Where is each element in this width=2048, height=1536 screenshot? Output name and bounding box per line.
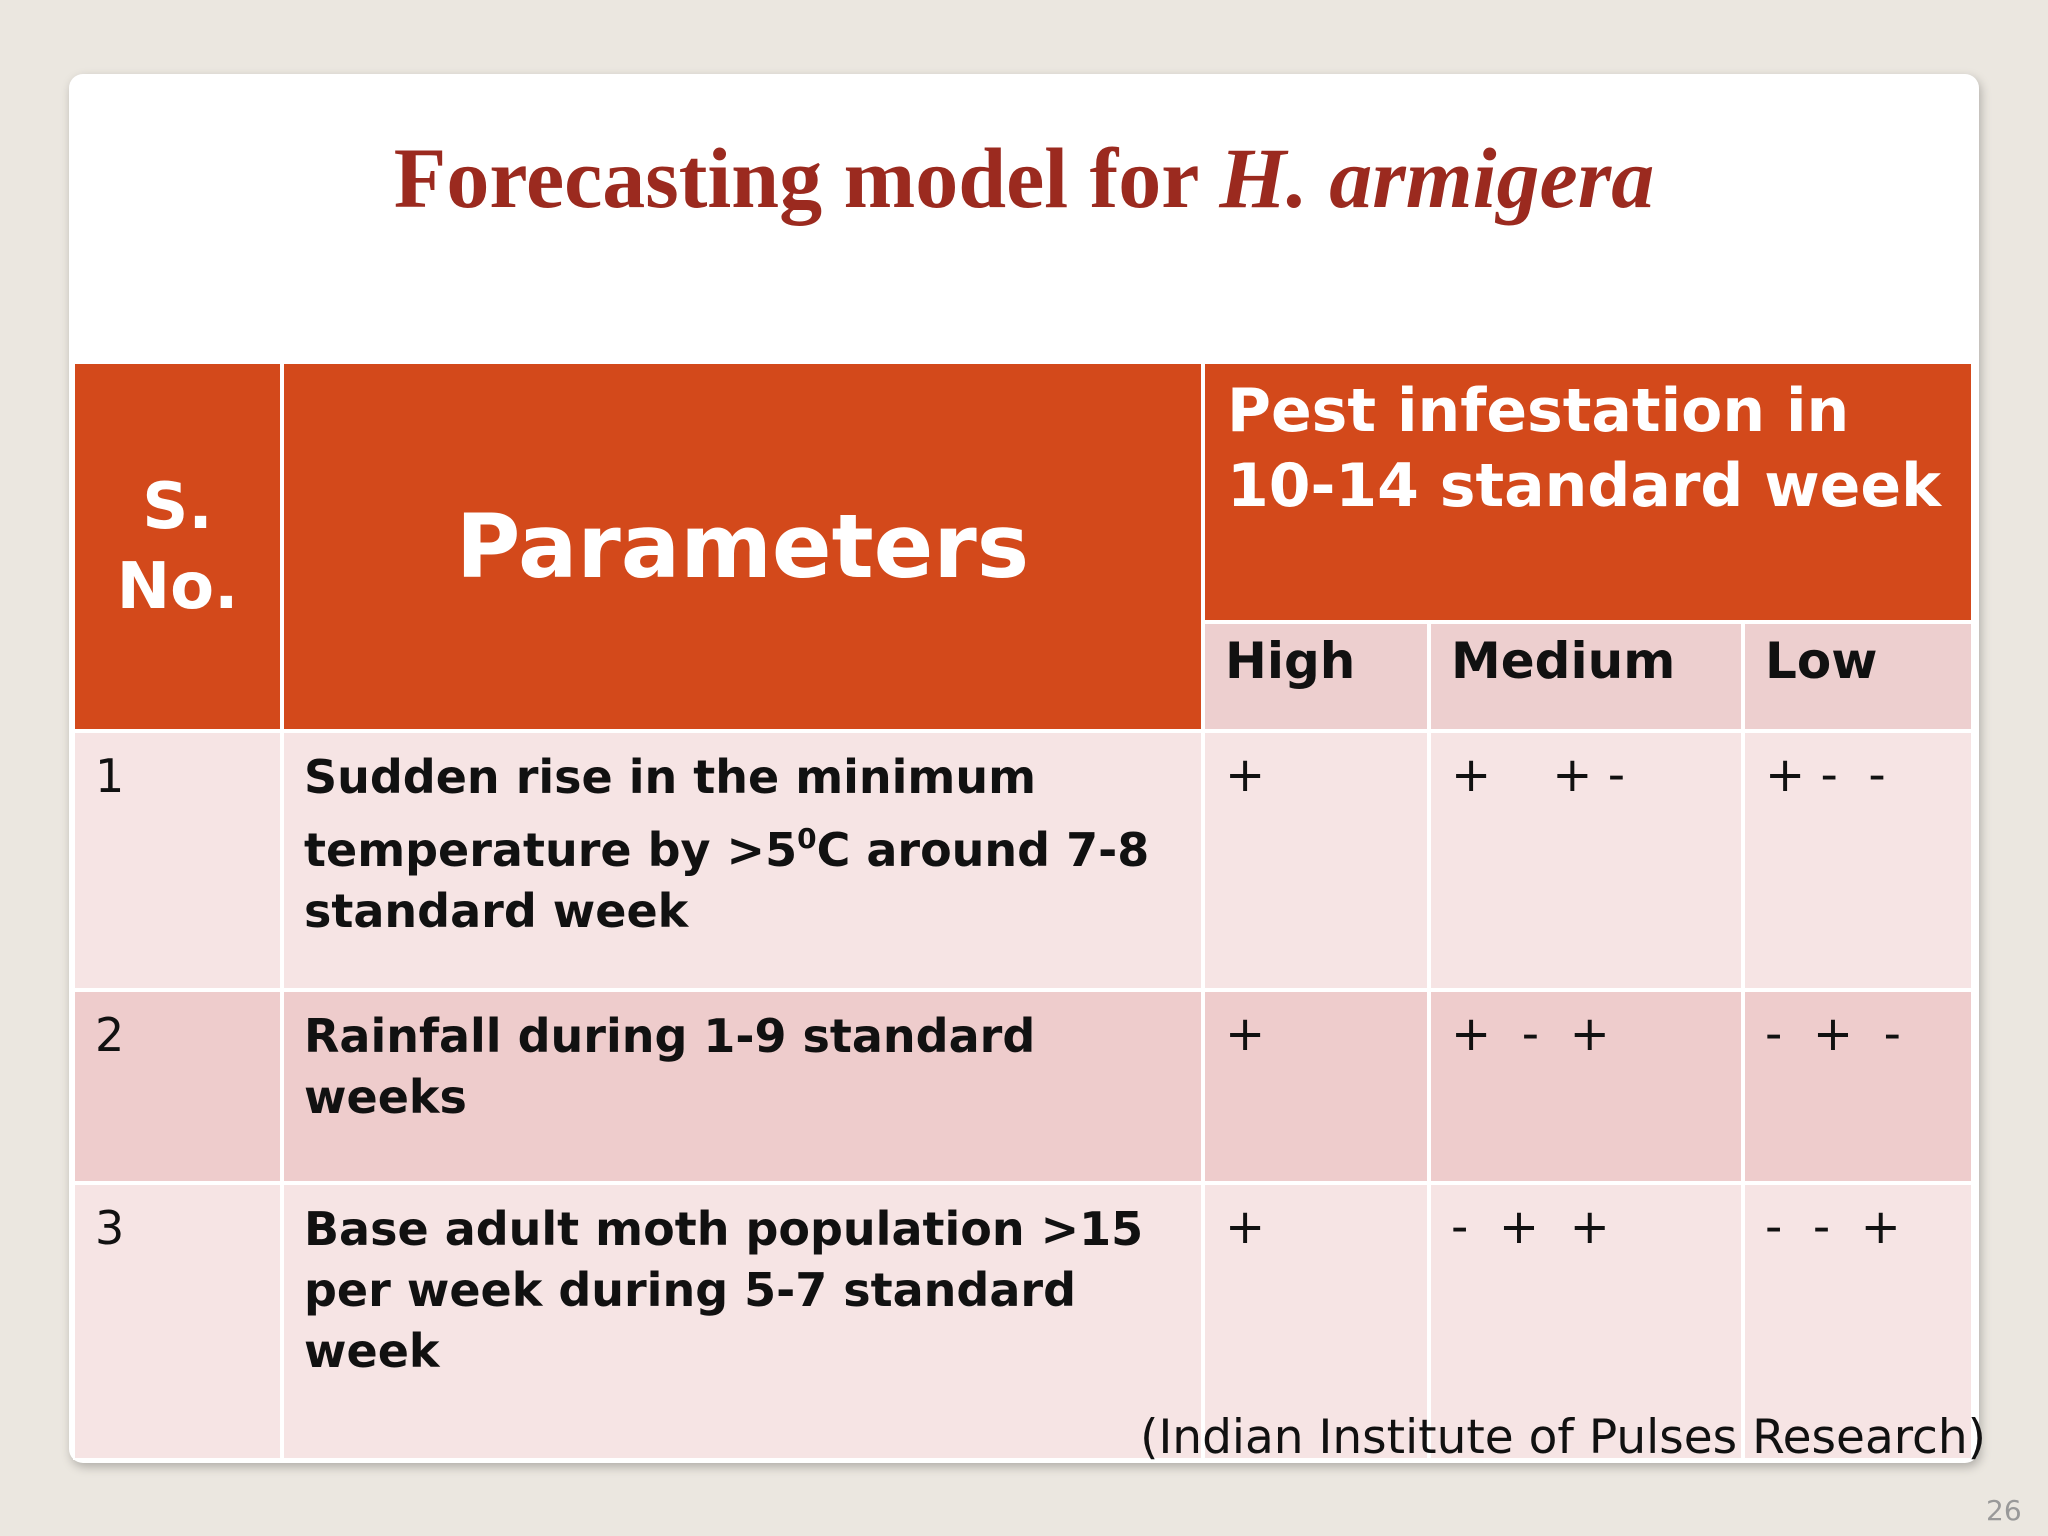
sno-cell: 1 bbox=[73, 731, 282, 990]
parameter-text: Rainfall during 1-9 standard weeks bbox=[304, 1009, 1036, 1124]
parameter-cell: Rainfall during 1-9 standard weeks bbox=[282, 990, 1203, 1183]
level-cell: + - + bbox=[1429, 990, 1743, 1183]
parameter-text: C around 7-8 standard week bbox=[304, 823, 1150, 938]
header-medium: Medium bbox=[1429, 622, 1743, 731]
parameter-text: Base adult moth population >15 per week … bbox=[304, 1202, 1144, 1378]
header-text: S. No. bbox=[116, 469, 239, 624]
level-cell: - + + bbox=[1429, 1183, 1743, 1460]
level-cell: + bbox=[1203, 990, 1429, 1183]
superscript: 0 bbox=[797, 822, 817, 855]
header-low: Low bbox=[1743, 622, 1973, 731]
level-cell: + bbox=[1203, 1183, 1429, 1460]
title-text: Forecasting model for bbox=[393, 130, 1220, 226]
header-parameters: Parameters bbox=[282, 362, 1203, 731]
parameter-cell: Sudden rise in the minimum temperature b… bbox=[282, 731, 1203, 990]
sno-cell: 3 bbox=[73, 1183, 282, 1460]
level-cell: + bbox=[1203, 731, 1429, 990]
parameter-text: Sudden rise in the minimum temperature b… bbox=[304, 750, 1037, 877]
slide-title: Forecasting model for H. armigera bbox=[0, 128, 2048, 228]
page-number: 26 bbox=[1986, 1494, 2022, 1527]
level-cell: - + - bbox=[1743, 990, 1973, 1183]
level-cell: - - + bbox=[1743, 1183, 1973, 1460]
header-text: Parameters bbox=[455, 495, 1030, 598]
title-italic: H. armigera bbox=[1219, 130, 1655, 226]
parameter-cell: Base adult moth population >15 per week … bbox=[282, 1183, 1203, 1460]
header-high: High bbox=[1203, 622, 1429, 731]
source: (Indian Institute of Pulses Research) bbox=[1140, 1410, 1986, 1465]
level-cell: + + - bbox=[1429, 731, 1743, 990]
level-cell: + - - bbox=[1743, 731, 1973, 990]
header-sno: S. No. bbox=[73, 362, 282, 731]
sno-cell: 2 bbox=[73, 990, 282, 1183]
header-group: Pest infestation in 10-14 standard week bbox=[1203, 362, 1973, 622]
header-text: Pest infestation in 10-14 standard week bbox=[1227, 376, 1941, 521]
